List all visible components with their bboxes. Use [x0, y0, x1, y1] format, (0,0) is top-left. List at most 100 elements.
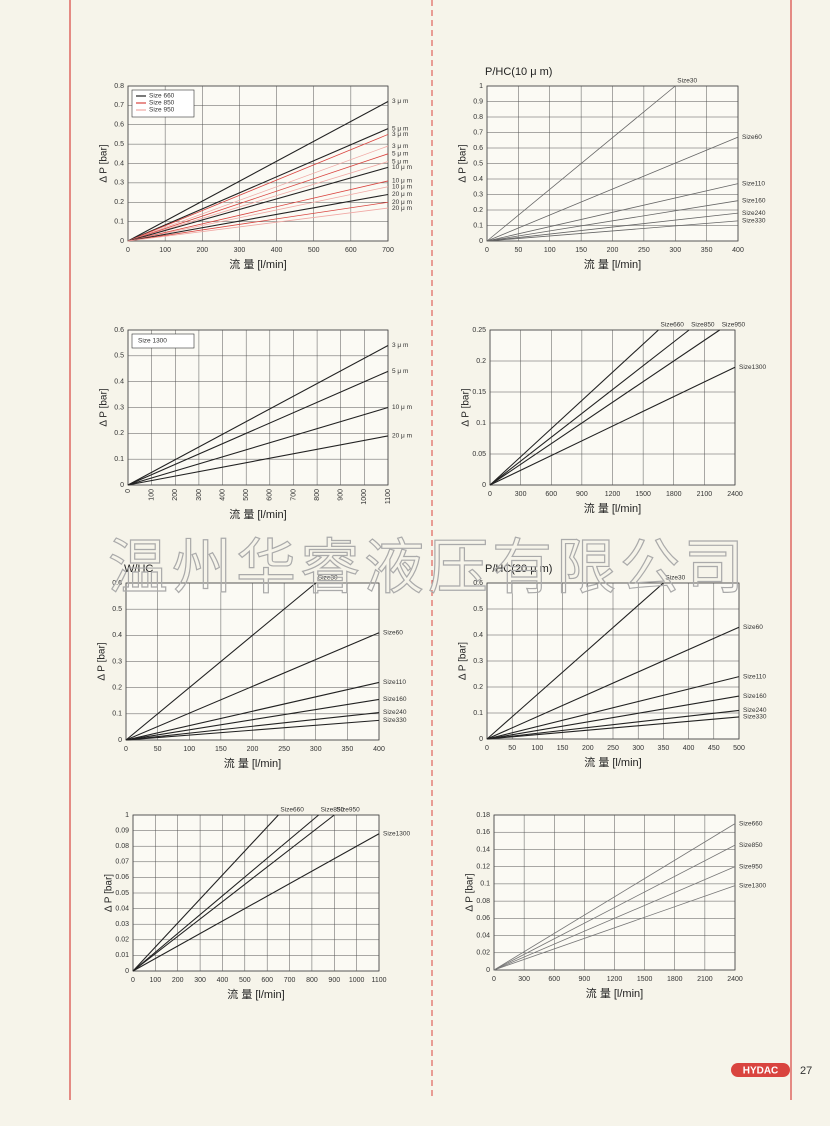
series-line: [493, 823, 736, 971]
x-tick-label: 150: [575, 247, 587, 254]
series-line: [127, 435, 389, 486]
x-axis-label: 流 量 [l/min]: [224, 756, 281, 770]
series-label: Size160: [742, 197, 766, 204]
y-tick-label: 0.5: [112, 606, 122, 613]
series-line: [127, 166, 389, 242]
x-tick-label: 300: [234, 247, 246, 254]
series-label: Size950: [722, 322, 746, 329]
y-axis-label: Δ P [bar]: [465, 873, 476, 911]
x-tick-label: 1000: [349, 977, 365, 984]
y-tick-label: 0.3: [473, 191, 483, 198]
y-axis-label: Δ P [bar]: [458, 642, 469, 680]
series-line: [132, 833, 380, 972]
x-tick-label: 800: [306, 977, 318, 984]
series-line: [486, 200, 739, 242]
series-line: [132, 814, 319, 972]
series-line: [127, 193, 389, 242]
series-line: [127, 207, 389, 242]
series-line: [127, 370, 389, 486]
series-line: [127, 101, 389, 242]
series-line: [486, 183, 739, 242]
x-tick-label: 1200: [607, 976, 623, 983]
y-axis-label: Δ P [bar]: [97, 642, 108, 680]
x-tick-label: 2100: [697, 976, 713, 983]
series-line: [125, 698, 380, 741]
series-line: [127, 186, 389, 242]
y-tick-label: 0.16: [476, 829, 490, 836]
x-tick-label: 200: [172, 977, 184, 984]
series-line: [125, 711, 380, 741]
series-label: 5 μ m: [392, 158, 408, 165]
series-line: [486, 709, 740, 740]
y-tick-label: 0.7: [114, 102, 124, 109]
y-tick-label: 0.3: [112, 658, 122, 665]
series-label: Size330: [383, 717, 407, 724]
series-label: Size30: [318, 575, 338, 582]
y-tick-label: 0.05: [115, 890, 129, 897]
y-tick-label: 0.06: [115, 874, 129, 881]
series-label: Size160: [743, 693, 767, 700]
x-axis-label: 流 量 [l/min]: [229, 257, 286, 271]
x-tick-label: 600: [345, 247, 357, 254]
series-line: [486, 212, 739, 242]
y-tick-label: 0.04: [476, 932, 490, 939]
series-line: [127, 406, 389, 486]
x-axis-label: 流 量 [l/min]: [584, 257, 641, 271]
y-tick-label: 0.1: [473, 710, 483, 717]
series-label: Size1300: [739, 364, 766, 371]
x-tick-label: 100: [544, 247, 556, 254]
x-tick-label: 200: [172, 489, 179, 501]
series-label: Size60: [743, 624, 763, 631]
x-tick-label: 2100: [697, 491, 713, 498]
y-tick-label: 0.02: [476, 950, 490, 957]
x-tick-label: 0: [485, 247, 489, 254]
chart-title: P/HC(10 μ m): [485, 66, 552, 78]
series-label: Size850: [739, 842, 763, 849]
y-tick-label: 0.1: [473, 222, 483, 229]
x-tick-label: 50: [514, 247, 522, 254]
series-label: Size110: [742, 180, 765, 187]
x-tick-label: 100: [159, 247, 171, 254]
x-tick-label: 1100: [371, 977, 386, 984]
series-line: [132, 814, 335, 972]
x-tick-label: 1000: [361, 489, 368, 505]
y-tick-label: 0.14: [476, 846, 490, 853]
y-tick-label: 0.5: [473, 160, 483, 167]
y-tick-label: 0.6: [473, 145, 483, 152]
x-tick-label: 0: [488, 491, 492, 498]
y-tick-label: 0.25: [472, 327, 486, 334]
y-tick-label: 0.7: [473, 129, 483, 136]
x-tick-label: 350: [342, 746, 354, 753]
series-label: Size160: [383, 696, 407, 703]
y-tick-label: 0.03: [115, 921, 129, 928]
series-line: [127, 153, 389, 242]
x-tick-label: 300: [632, 745, 644, 752]
y-tick-label: 0.4: [473, 632, 483, 639]
y-tick-label: 0: [486, 967, 490, 974]
series-label: Size60: [742, 134, 762, 141]
series-label: 10 μ m: [392, 164, 412, 171]
series-label: Size330: [742, 218, 766, 225]
y-tick-label: 0.6: [112, 580, 122, 587]
y-tick-label: 0.1: [476, 420, 486, 427]
series-label: Size660: [280, 807, 304, 814]
x-tick-label: 0: [126, 247, 130, 254]
x-tick-label: 300: [310, 746, 322, 753]
y-tick-label: 0.1: [114, 218, 124, 225]
series-line: [127, 145, 389, 242]
x-tick-label: 450: [708, 745, 720, 752]
series-label: Size1300: [739, 882, 766, 889]
x-tick-label: 50: [154, 746, 162, 753]
series-line: [486, 695, 740, 740]
y-tick-label: 0.8: [473, 114, 483, 121]
y-tick-label: 0.4: [114, 160, 124, 167]
series-label: Size110: [743, 673, 766, 680]
x-tick-label: 900: [576, 491, 588, 498]
series-label: 3 μ m: [392, 342, 408, 349]
x-tick-label: 300: [515, 491, 527, 498]
x-tick-label: 500: [308, 247, 320, 254]
x-tick-label: 900: [579, 976, 591, 983]
y-tick-label: 0.1: [114, 456, 124, 463]
x-tick-label: 250: [278, 746, 290, 753]
y-tick-label: 0.1: [112, 711, 122, 718]
